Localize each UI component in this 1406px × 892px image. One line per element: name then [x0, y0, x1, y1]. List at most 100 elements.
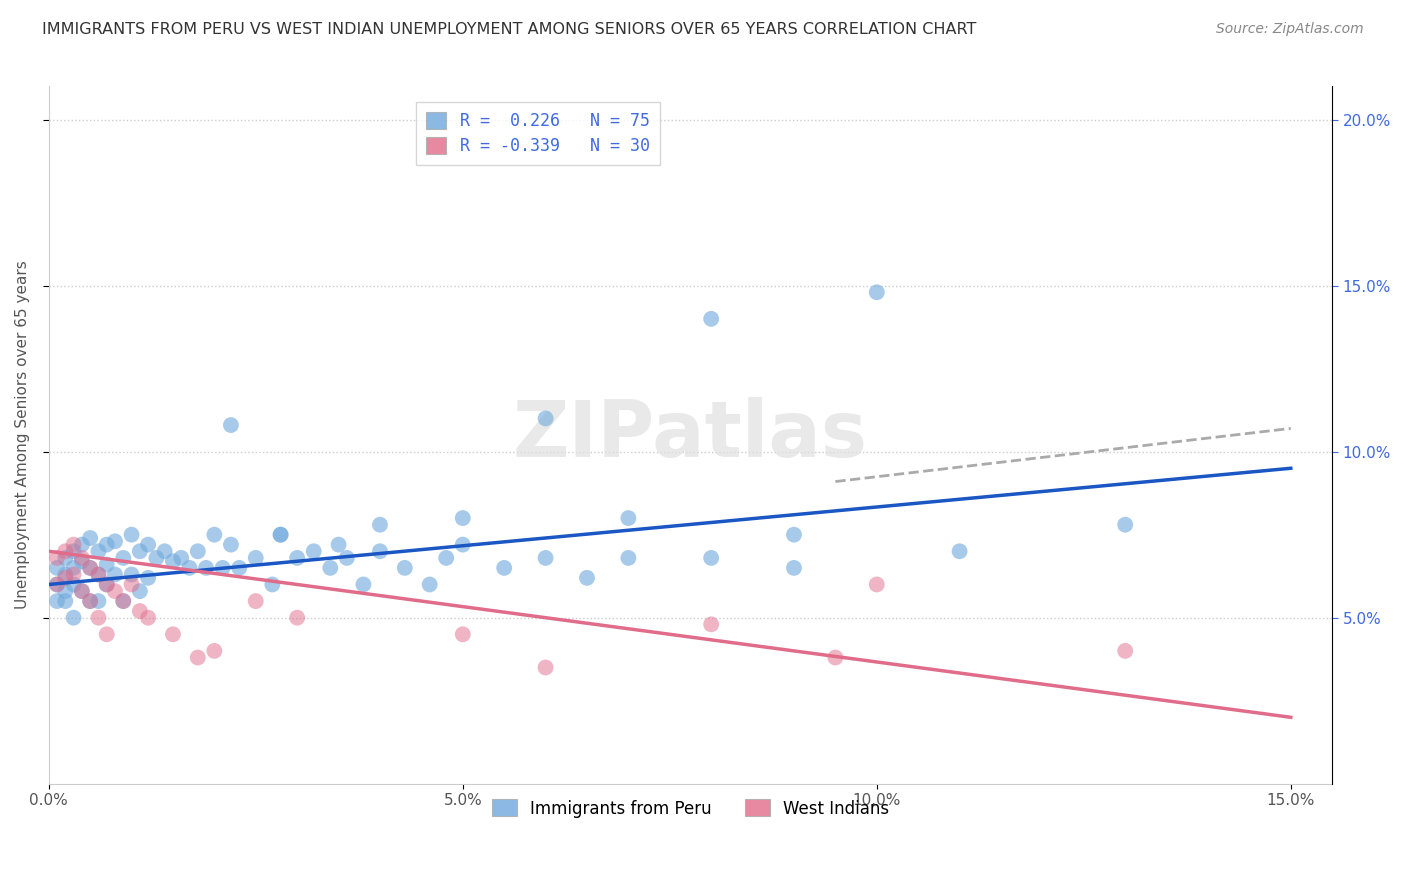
Point [70, 550, 93, 565]
Point [187, 544, 209, 558]
Point [136, 538, 159, 552]
Point [1114, 517, 1136, 532]
Point [948, 544, 970, 558]
Point [336, 550, 359, 565]
Point [46, 561, 69, 575]
Point [96, 577, 118, 591]
Point [79, 531, 101, 545]
Point [368, 544, 391, 558]
Point [62, 561, 84, 575]
Point [328, 538, 350, 552]
Point [128, 604, 150, 618]
Legend: Immigrants from Peru, West Indians: Immigrants from Peru, West Indians [485, 793, 896, 824]
Point [187, 650, 209, 665]
Point [575, 571, 598, 585]
Point [783, 561, 806, 575]
Point [79, 594, 101, 608]
Point [62, 538, 84, 552]
Point [451, 627, 474, 641]
Point [700, 311, 723, 326]
Point [534, 411, 557, 425]
Point [112, 550, 135, 565]
Point [145, 550, 167, 565]
Point [783, 527, 806, 541]
Point [79, 594, 101, 608]
Text: Source: ZipAtlas.com: Source: ZipAtlas.com [1216, 22, 1364, 37]
Point [285, 610, 308, 624]
Point [228, 561, 250, 575]
Point [202, 644, 225, 658]
Point [79, 561, 101, 575]
Point [104, 567, 127, 582]
Point [112, 594, 135, 608]
Point [534, 550, 557, 565]
Point [285, 550, 308, 565]
Point [162, 627, 184, 641]
Point [62, 544, 84, 558]
Point [617, 550, 640, 565]
Point [62, 577, 84, 591]
Point [866, 285, 889, 300]
Point [70, 584, 93, 599]
Point [96, 558, 118, 572]
Point [53, 550, 76, 565]
Point [866, 577, 889, 591]
Point [104, 534, 127, 549]
Point [162, 554, 184, 568]
Point [219, 418, 242, 433]
Point [121, 567, 143, 582]
Point [53, 567, 76, 582]
Point [62, 610, 84, 624]
Point [824, 650, 846, 665]
Point [245, 550, 267, 565]
Point [451, 511, 474, 525]
Point [96, 538, 118, 552]
Point [53, 544, 76, 558]
Point [262, 577, 284, 591]
Point [104, 584, 127, 599]
Point [352, 577, 374, 591]
Point [394, 561, 416, 575]
Point [617, 511, 640, 525]
Point [87, 594, 110, 608]
Point [53, 594, 76, 608]
Point [53, 571, 76, 585]
Point [96, 627, 118, 641]
Point [434, 550, 457, 565]
Point [70, 538, 93, 552]
Point [87, 544, 110, 558]
Point [136, 610, 159, 624]
Point [62, 567, 84, 582]
Point [87, 567, 110, 582]
Point [368, 517, 391, 532]
Point [700, 550, 723, 565]
Point [195, 561, 218, 575]
Point [700, 617, 723, 632]
Point [96, 577, 118, 591]
Text: ZIPatlas: ZIPatlas [513, 397, 868, 473]
Point [128, 544, 150, 558]
Point [534, 660, 557, 674]
Point [70, 584, 93, 599]
Point [112, 594, 135, 608]
Point [179, 561, 201, 575]
Point [302, 544, 325, 558]
Point [270, 527, 292, 541]
Point [87, 610, 110, 624]
Point [245, 594, 267, 608]
Point [494, 561, 516, 575]
Point [87, 567, 110, 582]
Point [451, 538, 474, 552]
Point [46, 550, 69, 565]
Y-axis label: Unemployment Among Seniors over 65 years: Unemployment Among Seniors over 65 years [15, 260, 30, 609]
Point [46, 577, 69, 591]
Point [211, 561, 233, 575]
Point [202, 527, 225, 541]
Point [46, 577, 69, 591]
Point [136, 571, 159, 585]
Text: IMMIGRANTS FROM PERU VS WEST INDIAN UNEMPLOYMENT AMONG SENIORS OVER 65 YEARS COR: IMMIGRANTS FROM PERU VS WEST INDIAN UNEM… [42, 22, 977, 37]
Point [121, 577, 143, 591]
Point [153, 544, 176, 558]
Point [270, 527, 292, 541]
Point [170, 550, 193, 565]
